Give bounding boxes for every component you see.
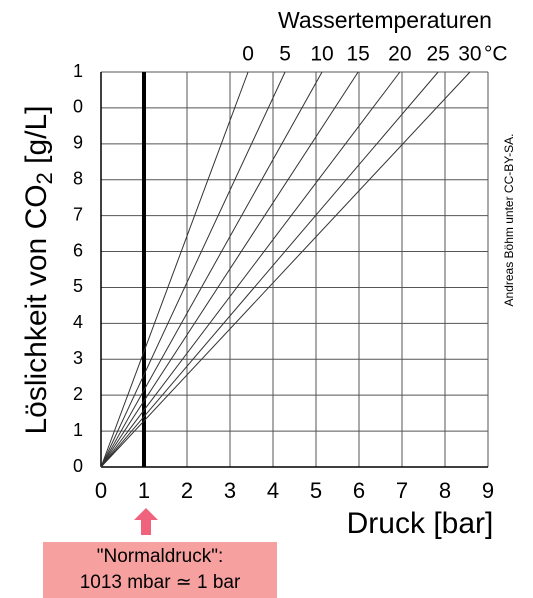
y-tick-label: 4: [73, 312, 83, 332]
temperature-line: [100, 71, 359, 468]
series-label: 15: [346, 43, 369, 66]
annotation-box: [43, 542, 277, 598]
y-label-main: Löslichkeit von CO: [20, 184, 53, 434]
y-tick-label: 3: [73, 348, 83, 368]
y-label-sub: 2: [32, 172, 57, 184]
y-tick-label: 6: [73, 240, 83, 260]
temperature-line: [100, 71, 323, 468]
series-label: 10: [310, 43, 333, 66]
y-tick-label: 7: [73, 204, 83, 224]
x-tick-label: 0: [95, 478, 107, 503]
y-tick-label: 1: [73, 420, 83, 440]
series-label: 30: [458, 43, 481, 66]
y-tick-label: 2: [73, 384, 83, 404]
annotation-line: 1013 mbar ≃ 1 bar: [80, 572, 241, 593]
y-tick-label: 5: [73, 276, 83, 296]
temperature-line: [100, 71, 401, 468]
unit-label: °C: [484, 43, 508, 66]
series-label: 5: [279, 43, 291, 66]
y-tick-label: 9: [73, 133, 83, 153]
x-axis-label: Druck [bar]: [347, 507, 494, 540]
top-title: Wassertemperaturen: [278, 7, 492, 33]
y-tick-label: 0: [73, 97, 83, 117]
temperature-line: [100, 71, 286, 468]
y-axis-label: Löslichkeit von CO2 [g/L]: [20, 105, 57, 434]
y-tick-label: 8: [73, 168, 83, 188]
x-tick-label: 9: [482, 478, 494, 503]
x-tick-label: 5: [310, 478, 322, 503]
x-tick-label: 1: [138, 478, 150, 503]
series-label: 25: [426, 43, 449, 66]
temperature-line: [100, 71, 439, 468]
series-label: 0: [242, 43, 254, 66]
x-tick-label: 4: [267, 478, 279, 503]
y-tick-label: 0: [73, 456, 83, 476]
x-tick-label: 2: [181, 478, 193, 503]
x-tick-label: 6: [353, 478, 365, 503]
y-tick-label: 1: [73, 61, 83, 81]
x-tick-label: 8: [439, 478, 451, 503]
x-tick-label: 3: [224, 478, 236, 503]
y-label-rest: [g/L]: [20, 105, 53, 172]
arrow: [134, 508, 158, 535]
x-tick-label: 7: [396, 478, 408, 503]
annotation-line: "Normaldruck":: [97, 546, 223, 567]
credit: Andreas Böhm unter CC-BY-SA.: [502, 134, 516, 307]
series-label: 20: [388, 43, 411, 66]
temperature-line: [100, 71, 249, 468]
temperature-line: [100, 71, 471, 468]
